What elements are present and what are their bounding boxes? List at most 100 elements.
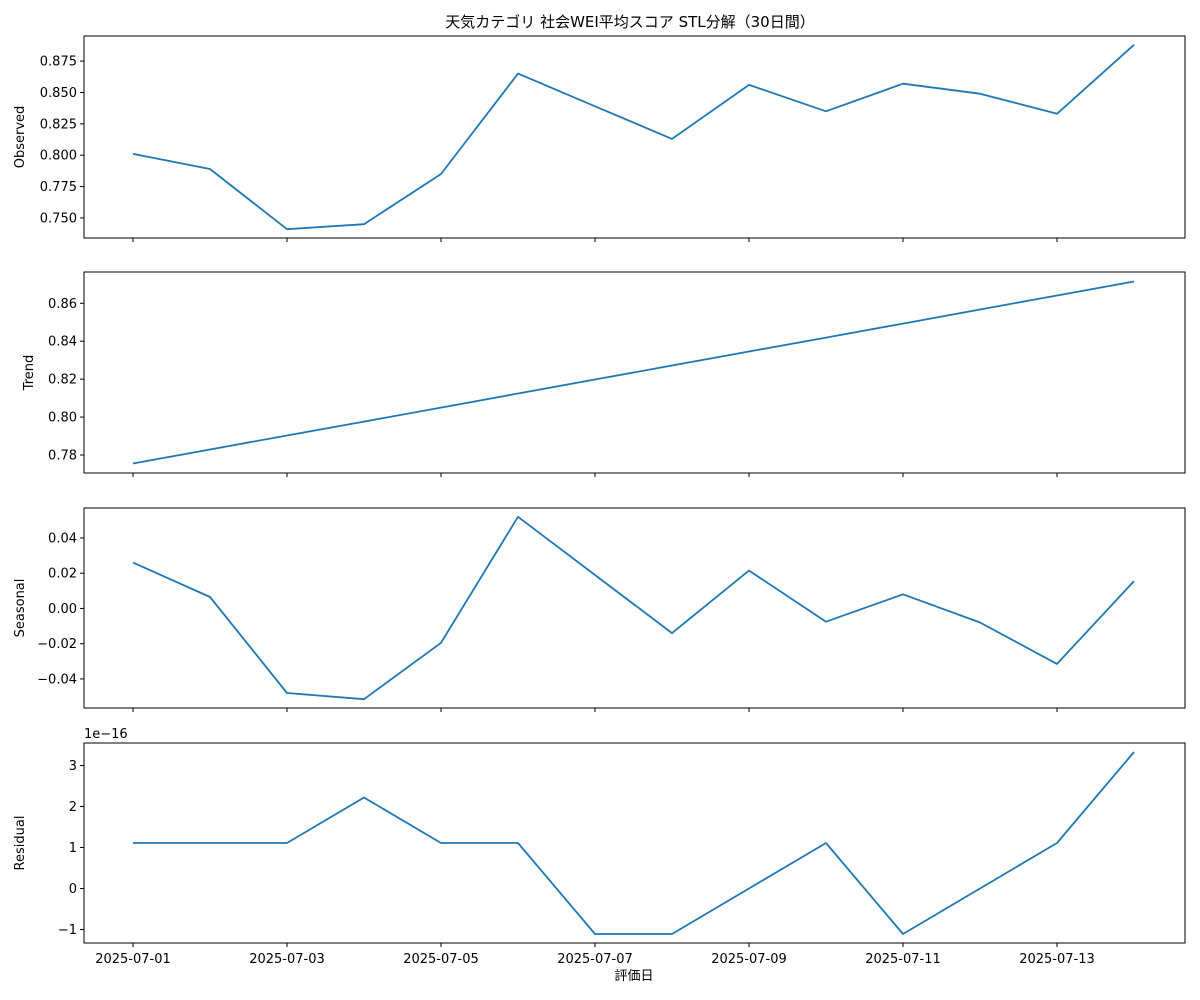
- y-axis-label: Seasonal: [13, 579, 28, 638]
- data-point: [594, 933, 596, 935]
- data-point: [363, 223, 365, 225]
- y-tick-label: 0.82: [48, 373, 77, 388]
- x-tick-label: 2025-07-03: [249, 952, 325, 967]
- panel-residual: −1 0 1 2 3 Residual 1e−16: [13, 727, 1186, 947]
- data-point: [209, 842, 211, 844]
- x-tick-label: 2025-07-13: [1019, 952, 1095, 967]
- y-tick-label: 0.02: [48, 567, 77, 582]
- data-point: [440, 842, 442, 844]
- data-point: [748, 570, 750, 572]
- y-tick-label: −1: [58, 923, 77, 938]
- y-tick-label: −0.04: [37, 672, 77, 687]
- y-tick-label: 0.775: [40, 180, 77, 195]
- y-tick-label: 0.825: [40, 117, 77, 132]
- x-tick-label: 2025-07-01: [95, 952, 171, 967]
- panel-trend: 0.78 0.80 0.82 0.84 0.86 Trend: [22, 271, 1186, 477]
- data-point: [979, 622, 981, 624]
- data-point: [1056, 113, 1058, 115]
- data-point: [671, 632, 673, 634]
- y-axis-label: Observed: [13, 106, 28, 169]
- y-tick-label: 0.86: [48, 297, 77, 312]
- data-point: [1133, 280, 1135, 282]
- plot-frame: [83, 742, 1186, 944]
- plot-frame: [83, 35, 1186, 239]
- y-tick-label: −0.02: [37, 637, 77, 652]
- data-point: [132, 842, 134, 844]
- data-point: [209, 596, 211, 598]
- data-point: [132, 562, 134, 564]
- panel-observed: 0.750 0.775 0.800 0.825 0.850 0.875 Observed: [13, 35, 1186, 242]
- data-point: [748, 84, 750, 86]
- data-point: [132, 153, 134, 155]
- data-point: [1056, 842, 1058, 844]
- series-line-seasonal: [132, 515, 1135, 701]
- data-point: [825, 842, 827, 844]
- data-point: [1056, 663, 1058, 665]
- y-axis-label: Trend: [22, 355, 37, 392]
- y-offset-text: 1e−16: [84, 727, 128, 742]
- data-point: [902, 933, 904, 935]
- data-point: [363, 698, 365, 700]
- y-tick-label: 0.84: [48, 335, 77, 350]
- data-point: [594, 574, 596, 576]
- data-point: [363, 797, 365, 799]
- data-point: [209, 448, 211, 450]
- data-point: [517, 516, 519, 518]
- data-point: [286, 842, 288, 844]
- data-point: [286, 228, 288, 230]
- y-tick-label: 0.800: [40, 149, 77, 164]
- data-point: [1056, 295, 1058, 297]
- data-point: [440, 407, 442, 409]
- x-tick-label: 2025-07-07: [557, 952, 633, 967]
- y-tick-label: 3: [69, 759, 77, 774]
- data-point: [748, 350, 750, 352]
- data-point: [132, 463, 134, 465]
- y-tick-label: 1: [69, 841, 77, 856]
- data-point: [825, 621, 827, 623]
- data-point: [825, 337, 827, 339]
- series-line-observed: [132, 44, 1135, 231]
- data-point: [671, 138, 673, 140]
- data-point: [902, 323, 904, 325]
- data-point: [1133, 580, 1135, 582]
- data-point: [209, 168, 211, 170]
- y-tick-label: 0.750: [40, 211, 77, 226]
- y-tick-label: 0.80: [48, 411, 77, 426]
- data-point: [594, 105, 596, 107]
- x-tick-label: 2025-07-05: [403, 952, 479, 967]
- series-line-trend: [132, 280, 1135, 465]
- panel-seasonal: −0.04 −0.02 0.00 0.02 0.04 Seasonal: [13, 507, 1186, 712]
- data-point: [286, 692, 288, 694]
- y-tick-label: 0.875: [40, 55, 77, 70]
- data-point: [825, 110, 827, 112]
- y-tick-label: 2: [69, 800, 77, 815]
- plot-frame: [83, 271, 1186, 474]
- y-tick-label: 0.850: [40, 86, 77, 101]
- x-axis-label: 評価日: [614, 969, 653, 984]
- data-point: [979, 887, 981, 889]
- y-axis-label: Residual: [13, 816, 28, 871]
- data-point: [1133, 751, 1135, 753]
- data-point: [440, 173, 442, 175]
- data-point: [517, 393, 519, 395]
- data-point: [979, 309, 981, 311]
- x-tick-label: 2025-07-11: [865, 952, 941, 967]
- data-point: [671, 364, 673, 366]
- x-tick-label: 2025-07-09: [711, 952, 787, 967]
- y-tick-label: 0: [69, 882, 77, 897]
- data-point: [979, 93, 981, 95]
- data-point: [286, 434, 288, 436]
- data-point: [902, 83, 904, 85]
- chart-title: 天気カテゴリ 社会WEI平均スコア STL分解（30日間）: [445, 13, 814, 31]
- plot-frame: [83, 507, 1186, 709]
- data-point: [517, 73, 519, 75]
- data-point: [440, 642, 442, 644]
- y-tick-label: 0.04: [48, 531, 77, 546]
- data-point: [748, 887, 750, 889]
- data-point: [902, 593, 904, 595]
- data-point: [517, 842, 519, 844]
- data-point: [594, 379, 596, 381]
- data-point: [671, 933, 673, 935]
- series-line-residual: [133, 751, 1135, 935]
